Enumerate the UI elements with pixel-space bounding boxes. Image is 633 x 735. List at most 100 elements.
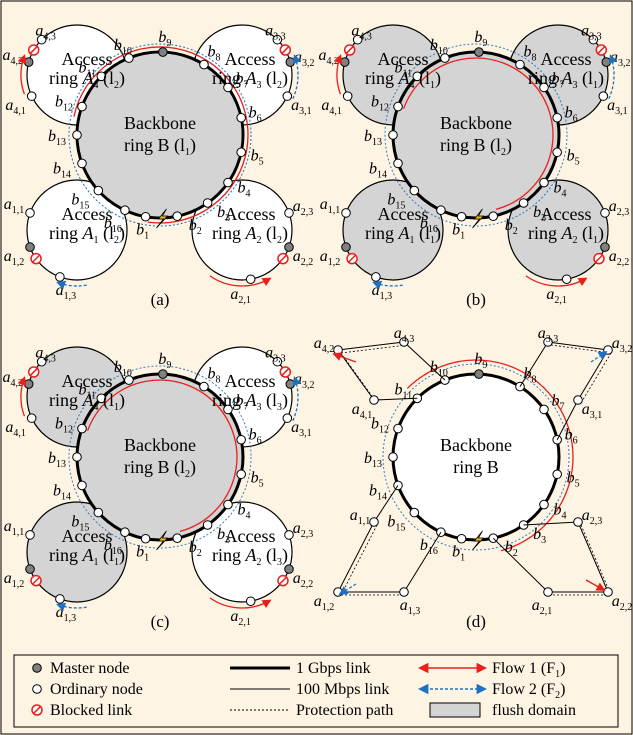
backbone-node-b6 — [552, 112, 562, 123]
access-label-a4: a4,3 — [35, 345, 56, 365]
protection-link — [340, 344, 408, 354]
access-title-a4: Access — [378, 49, 429, 69]
backbone-node-b10 — [440, 53, 450, 63]
backbone-node-b8 — [515, 381, 525, 392]
master-node-icon — [32, 663, 42, 673]
access-title-a3: Access — [541, 49, 592, 69]
backbone-label-b14: b14 — [53, 160, 71, 180]
failure-bolt-icon — [472, 208, 485, 229]
protection-path — [68, 43, 252, 227]
backbone-label-b2: b2 — [505, 539, 518, 559]
access-subtitle-a3: ring A3 (l1) — [528, 68, 604, 91]
access-label-a41: a4,1 — [352, 401, 373, 421]
panel-caption: (a) — [151, 290, 170, 309]
access-label-a1: a1,2 — [320, 248, 341, 268]
legend-ordinary-label: Ordinary node — [50, 681, 143, 698]
access-label-a43: a4,3 — [394, 325, 415, 345]
backbone-node-b9 — [474, 47, 484, 57]
legend-gbps-label: 1 Gbps link — [296, 660, 371, 677]
access-node-a2 — [561, 274, 572, 285]
access-node-a1 — [55, 594, 65, 604]
access-node-a3 — [598, 91, 609, 101]
failure-bolt-icon — [472, 530, 485, 551]
access-node-a2 — [284, 530, 294, 540]
access-node-a21 — [543, 587, 553, 597]
backbone-node-b16 — [120, 205, 130, 216]
access-label-a1: a1,1 — [4, 518, 25, 538]
legend-master-label: Master node — [50, 660, 130, 677]
access-title-a2: Access — [541, 204, 592, 224]
backbone-node-b3 — [518, 198, 529, 208]
flow1-arrow-icon — [17, 54, 27, 95]
backbone-node-b8 — [199, 59, 209, 70]
backbone-node-b10 — [124, 375, 134, 385]
backbone-label-b5: b5 — [251, 469, 264, 489]
legend-flow2-label: Flow 2 (F2) — [492, 681, 565, 701]
backbone-label-b11: b11 — [394, 59, 412, 79]
access-subtitle-a3: ring A3 (l3) — [212, 390, 288, 413]
backbone-label-b4: b4 — [237, 180, 250, 200]
access-node-a1 — [55, 272, 65, 282]
access-label-a4: a4,1 — [5, 419, 26, 439]
backbone-label-b15: b15 — [71, 514, 89, 534]
backbone-label-b2: b2 — [189, 217, 202, 237]
backbone-node-b1 — [456, 211, 467, 222]
access-label-a2: a2,3 — [609, 198, 630, 218]
flow1-arrow-icon — [209, 275, 272, 287]
backbone-label-b6: b6 — [249, 105, 262, 125]
access-label-a3: a3,3 — [265, 345, 286, 365]
protection-link — [340, 524, 378, 596]
access-label-a4: a4,3 — [35, 23, 56, 43]
backbone-node-b6 — [552, 434, 562, 445]
access-node-a4 — [26, 91, 37, 101]
backbone-node-b14 — [393, 480, 403, 491]
backbone-node-b4 — [223, 499, 233, 510]
backbone-label-b7: b7 — [551, 70, 564, 90]
access-subtitle-a3: ring A3 (l2) — [212, 68, 288, 91]
access-link — [556, 399, 579, 440]
access-link — [403, 531, 442, 593]
backbone-label-b6: b6 — [249, 427, 262, 447]
backbone-label-b7: b7 — [235, 70, 248, 90]
ordinary-node-icon — [32, 684, 42, 694]
access-label-a4: a4,1 — [5, 97, 26, 117]
backbone-label-b10: b10 — [114, 37, 132, 57]
access-label-a13: a1,3 — [400, 597, 421, 617]
backbone-title: Backbone — [440, 435, 512, 455]
access-ring-a2 — [507, 179, 609, 281]
flow2-arrow-icon — [56, 602, 87, 612]
backbone-node-b13 — [72, 452, 82, 462]
access-label-a3: a3,1 — [291, 419, 312, 439]
legend: Master node Ordinary node Blocked link 1 Gb… — [13, 654, 619, 728]
protection-link — [580, 352, 612, 404]
access-node-a12 — [333, 587, 343, 597]
access-node-a43 — [399, 337, 409, 347]
access-title-a4: Access — [62, 371, 113, 391]
flow2-arrow-icon — [56, 280, 87, 290]
backbone-label-b7: b7 — [235, 392, 248, 412]
access-label-a11: a1,1 — [350, 507, 371, 527]
backbone-node-b7 — [223, 82, 233, 93]
backbone-node-b12 — [393, 423, 403, 434]
access-label-a1: a1,1 — [4, 196, 25, 216]
access-label-a21: a2,1 — [532, 597, 553, 617]
access-label-a1: a1,3 — [56, 604, 77, 624]
backbone-node-b9 — [474, 369, 484, 379]
panel-caption: (c) — [151, 612, 170, 631]
backbone-node-b15 — [93, 507, 104, 518]
legend-flush-swatch — [429, 702, 481, 718]
backbone-node-b11 — [96, 71, 107, 82]
backbone-node-b4 — [539, 499, 549, 510]
flow1-arrow-icon — [209, 597, 272, 609]
access-title-a1: Access — [62, 204, 113, 224]
access-node-a2 — [245, 596, 256, 607]
backbone-node-b12 — [77, 423, 87, 434]
access-node-a2 — [245, 274, 256, 285]
access-node-a42 — [333, 345, 343, 355]
backbone-node-b15 — [409, 185, 420, 196]
backbone-label-b4: b4 — [553, 502, 566, 522]
access-title-a4: Access — [62, 49, 113, 69]
backbone-label-b1: b1 — [452, 222, 465, 242]
